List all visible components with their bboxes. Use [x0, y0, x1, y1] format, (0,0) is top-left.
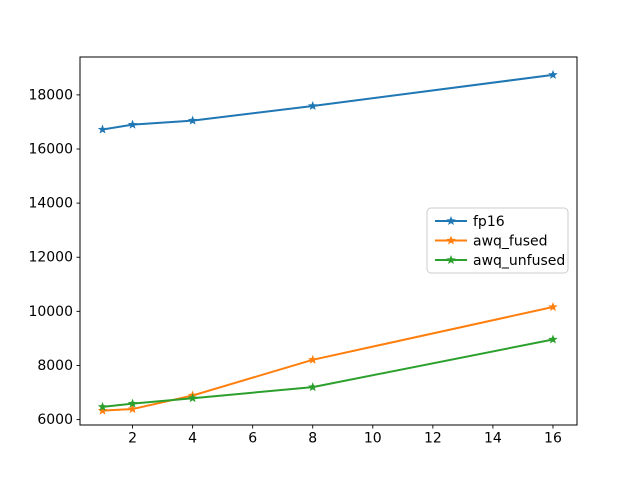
legend-box [426, 207, 569, 274]
y-tick-label: 8000 [37, 358, 73, 374]
x-axis: 2 4 6 8 10 12 14 16 [128, 425, 562, 447]
data-point-marker-awq_unfused [307, 382, 318, 392]
x-tick-label: 2 [128, 431, 137, 447]
y-axis: 6000 8000 10000 12000 14000 16000 18000 [28, 87, 80, 428]
series-awq_unfused [97, 334, 558, 411]
y-tick-label: 6000 [37, 412, 73, 428]
legend-marker-awq_fused [446, 235, 456, 245]
data-point-marker-fp16 [307, 100, 318, 111]
legend-label-fp16: fp16 [473, 214, 505, 230]
y-tick-label: 12000 [28, 250, 73, 266]
x-tick-label: 6 [248, 431, 257, 447]
legend-label-awq_unfused: awq_unfused [473, 253, 565, 269]
legend-marker-fp16 [446, 216, 456, 226]
series-fp16 [97, 69, 558, 134]
data-point-marker-fp16 [127, 119, 138, 129]
x-tick-label: 4 [188, 431, 197, 447]
data-point-marker-fp16 [548, 69, 558, 79]
y-tick-label: 10000 [28, 304, 73, 320]
data-point-marker-awq_fused [307, 354, 318, 364]
data-point-marker-awq_unfused [187, 393, 198, 403]
x-tick-label: 8 [308, 431, 317, 447]
y-tick-label: 18000 [28, 87, 73, 103]
data-point-marker-awq_fused [97, 405, 108, 415]
legend-marker-awq_unfused [446, 255, 456, 265]
data-point-marker-awq_unfused [548, 334, 558, 344]
data-point-marker-fp16 [187, 115, 198, 125]
legend: fp16 awq_fused awq_unfused [426, 207, 569, 274]
data-point-marker-awq_fused [127, 404, 138, 414]
x-tick-label: 10 [364, 431, 382, 447]
axes-frame [79, 56, 578, 426]
y-tick-label: 14000 [28, 196, 73, 212]
x-tick-label: 12 [424, 431, 442, 447]
data-point-marker-fp16 [97, 124, 108, 134]
y-tick-label: 16000 [28, 142, 73, 158]
data-point-marker-awq_unfused [127, 398, 138, 408]
data-point-marker-awq_unfused [97, 401, 108, 411]
data-point-marker-awq_fused [548, 302, 558, 312]
x-tick-label: 14 [484, 431, 502, 447]
legend-label-awq_fused: awq_fused [473, 234, 548, 250]
x-tick-label: 16 [544, 431, 562, 447]
